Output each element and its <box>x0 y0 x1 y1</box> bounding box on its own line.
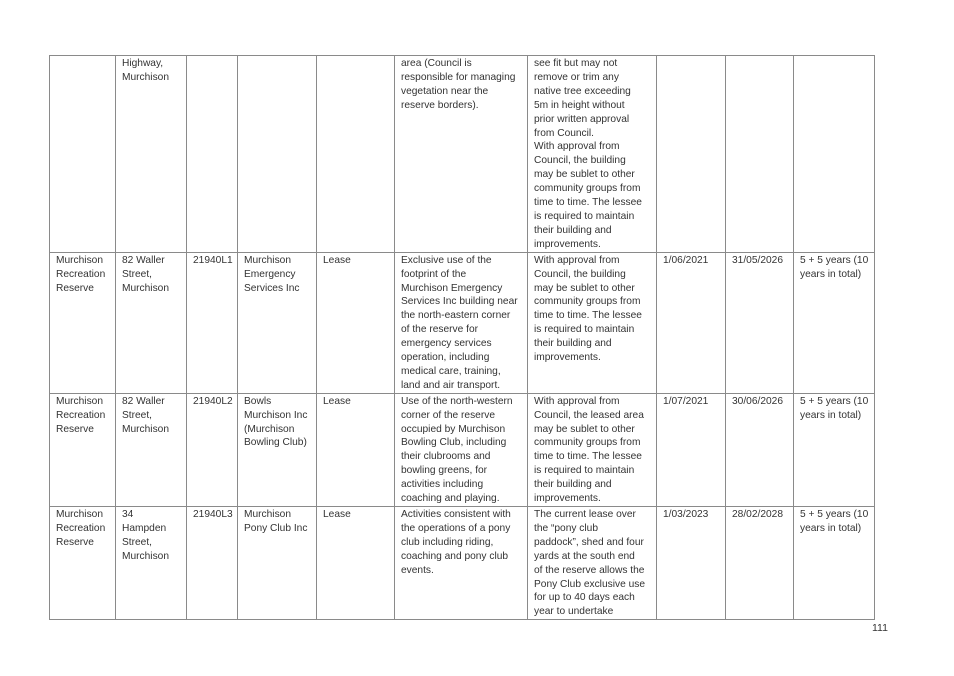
conditions-cell: The current lease over the “pony club pa… <box>527 505 657 621</box>
conditions-cell: see fit but may not remove or trim any n… <box>527 55 657 253</box>
term-cell <box>793 55 875 253</box>
address-cell: 82 Waller Street, Murchison <box>115 392 187 508</box>
end-date-cell: 30/06/2026 <box>725 392 794 508</box>
start-date-cell <box>656 55 726 253</box>
end-date-cell: 31/05/2026 <box>725 251 794 394</box>
start-date-cell: 1/03/2023 <box>656 505 726 621</box>
tenure-type-cell: Lease <box>316 392 395 508</box>
tenure-type-cell <box>316 55 395 253</box>
reserve-cell: Murchison Recreation Reserve <box>49 505 116 621</box>
purpose-cell: Use of the north-western corner of the r… <box>394 392 528 508</box>
tenure-type-cell: Lease <box>316 505 395 621</box>
address-cell: 82 Waller Street, Murchison <box>115 251 187 394</box>
conditions-cell: With approval from Council, the leased a… <box>527 392 657 508</box>
reserve-cell: Murchison Recreation Reserve <box>49 251 116 394</box>
lessee-cell: Murchison Pony Club Inc <box>237 505 317 621</box>
tenure-type-cell: Lease <box>316 251 395 394</box>
lease-table: Highway, Murchison area (Council is respo… <box>49 55 875 621</box>
lessee-cell <box>237 55 317 253</box>
reserve-cell: Murchison Recreation Reserve <box>49 392 116 508</box>
table-row: Highway, Murchison area (Council is respo… <box>49 55 875 253</box>
term-cell: 5 + 5 years (10 years in total) <box>793 505 875 621</box>
lessee-cell: Murchison Emergency Services Inc <box>237 251 317 394</box>
end-date-cell <box>725 55 794 253</box>
lessee-cell: Bowls Murchison Inc (Murchison Bowling C… <box>237 392 317 508</box>
lease-id-cell: 21940L1 <box>186 251 238 394</box>
term-cell: 5 + 5 years (10 years in total) <box>793 251 875 394</box>
address-cell: Highway, Murchison <box>115 55 187 253</box>
start-date-cell: 1/07/2021 <box>656 392 726 508</box>
purpose-cell: area (Council is responsible for managin… <box>394 55 528 253</box>
lease-id-cell: 21940L3 <box>186 505 238 621</box>
table-row: Murchison Recreation Reserve 34 Hampden S… <box>49 505 875 621</box>
purpose-cell: Activities consistent with the operation… <box>394 505 528 621</box>
page-number: 111 <box>872 622 888 634</box>
table-row: Murchison Recreation Reserve 82 Waller St… <box>49 251 875 394</box>
conditions-cell: With approval from Council, the building… <box>527 251 657 394</box>
term-cell: 5 + 5 years (10 years in total) <box>793 392 875 508</box>
lease-id-cell: 21940L2 <box>186 392 238 508</box>
end-date-cell: 28/02/2028 <box>725 505 794 621</box>
reserve-cell <box>49 55 116 253</box>
lease-id-cell <box>186 55 238 253</box>
table-row: Murchison Recreation Reserve 82 Waller St… <box>49 392 875 508</box>
purpose-cell: Exclusive use of the footprint of the Mu… <box>394 251 528 394</box>
address-cell: 34 Hampden Street, Murchison <box>115 505 187 621</box>
start-date-cell: 1/06/2021 <box>656 251 726 394</box>
